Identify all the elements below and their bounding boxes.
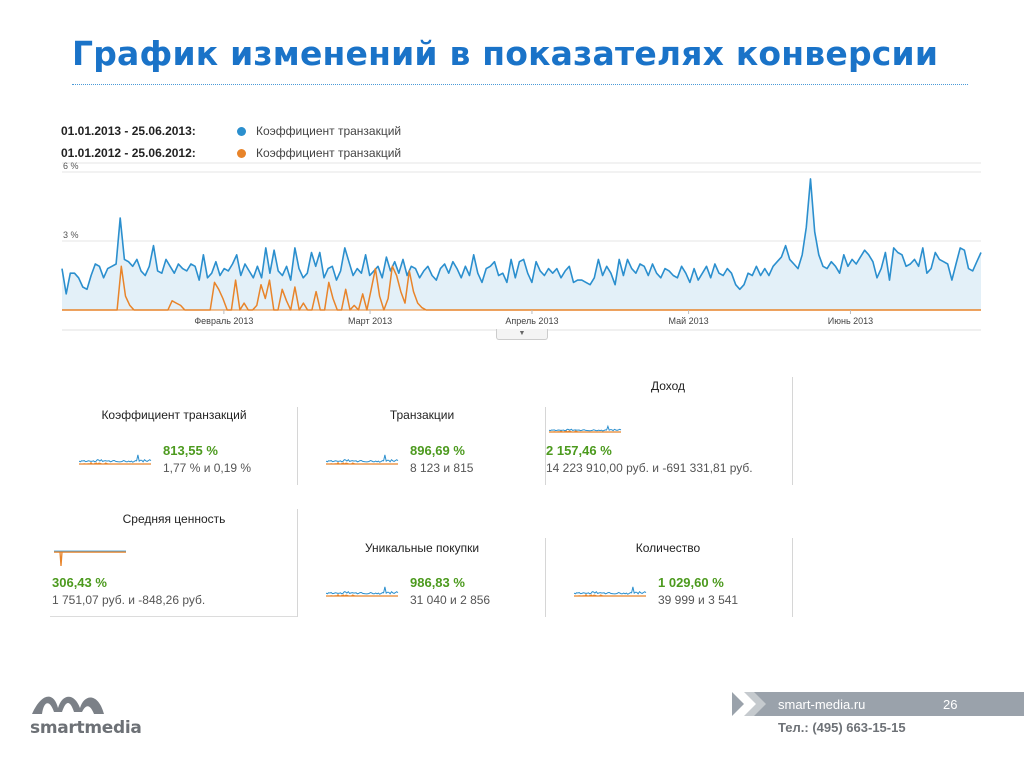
legend-series-label: Коэффициент транзакций: [256, 146, 402, 160]
chart-collapse-toggle[interactable]: ▼: [496, 329, 548, 340]
x-tick-label: Март 2013: [348, 316, 392, 326]
tile-divider: [792, 377, 793, 485]
x-tick-label: Июнь 2013: [828, 316, 873, 326]
sparkline-line-2013: [326, 586, 399, 595]
metric-compare-values: 39 999 и 3 541: [658, 593, 739, 607]
series-area-fill: [62, 178, 981, 310]
footer-chevron-icon: [732, 692, 766, 716]
metric-sparkline: [574, 586, 647, 597]
sparkline-line-2012: [574, 593, 646, 597]
footer-website[interactable]: smart-media.ru: [778, 697, 866, 712]
metric-title: Доход: [650, 379, 686, 393]
sparkline-line-2013: [79, 454, 152, 463]
legend-series-label: Коэффициент транзакций: [256, 124, 402, 138]
sparkline-line-2012: [326, 461, 398, 465]
metric-sparkline: [326, 454, 399, 465]
metric-title: Коэффициент транзакций: [101, 408, 247, 422]
sparkline-line-2013: [326, 454, 399, 463]
legend-marker-orange: [237, 148, 246, 158]
metric-compare-values: 14 223 910,00 руб. и -691 331,81 руб.: [546, 461, 753, 475]
tile-divider: [297, 509, 298, 617]
legend-marker-blue: [237, 126, 246, 136]
footer-band: [732, 692, 1024, 716]
y-tick-label: 3 %: [63, 230, 79, 240]
tile-divider: [545, 407, 546, 485]
main-line-chart[interactable]: 6 % 3 % Февраль 2013 Март 2013 Апрель 2013 Ма…: [0, 160, 1024, 340]
x-tick-label: Февраль 2013: [194, 316, 253, 326]
legend-item-2013[interactable]: 01.01.2013 - 25.06.2013: Коэффициент тра…: [61, 120, 401, 142]
smartmedia-logo-icon: [32, 696, 104, 714]
sparkline-line-2012: [549, 429, 621, 433]
y-tick-label: 6 %: [63, 161, 79, 171]
legend-date-range: 01.01.2012 - 25.06.2012:: [61, 146, 196, 160]
metric-title: Транзакции: [389, 408, 455, 422]
metric-change-percent: 813,55 %: [163, 443, 218, 458]
sparkline-line-2012: [59, 551, 63, 567]
tile-divider: [792, 538, 793, 617]
title-divider: [72, 84, 968, 85]
metric-compare-values: 31 040 и 2 856: [410, 593, 491, 607]
sparkline-line-2012: [79, 461, 151, 465]
metric-title: Средняя ценность: [122, 512, 226, 526]
metric-change-percent: 1 029,60 %: [658, 575, 724, 590]
slide-number: 26: [943, 697, 958, 712]
metric-compare-values: 8 123 и 815: [410, 461, 474, 475]
metric-change-percent: 2 157,46 %: [546, 443, 612, 458]
footer-phone: Тел.: (495) 663-15-15: [778, 720, 906, 735]
sparkline-line-2012: [326, 593, 398, 597]
page-title: График изменений в показателях конверсии: [72, 34, 939, 73]
metric-change-percent: 986,83 %: [410, 575, 465, 590]
brand-name: smartmedia: [30, 718, 142, 738]
tile-divider: [545, 538, 546, 617]
chart-legend: 01.01.2013 - 25.06.2013: Коэффициент тра…: [61, 120, 401, 164]
metric-sparkline: [54, 550, 126, 567]
metric-title: Уникальные покупки: [364, 541, 480, 555]
metric-compare-values: 1 751,07 руб. и -848,26 руб.: [52, 593, 206, 607]
tile-divider: [297, 407, 298, 485]
metric-compare-values: 1,77 % и 0,19 %: [163, 461, 252, 475]
metric-sparkline: [326, 586, 399, 597]
metric-change-percent: 896,69 %: [410, 443, 465, 458]
metric-sparkline: [79, 454, 152, 465]
x-tick-label: Май 2013: [669, 316, 709, 326]
metric-change-percent: 306,43 %: [52, 575, 107, 590]
legend-date-range: 01.01.2013 - 25.06.2013:: [61, 124, 196, 138]
metric-title: Количество: [635, 541, 701, 555]
series-line-2013[interactable]: [61, 178, 982, 295]
sparkline-line-2013: [574, 586, 647, 595]
x-tick-label: Апрель 2013: [505, 316, 558, 326]
legend-item-2012[interactable]: 01.01.2012 - 25.06.2012: Коэффициент тра…: [61, 142, 401, 164]
metric-sparkline: [549, 424, 622, 433]
sparkline-line-2013: [549, 424, 622, 432]
tile-divider: [50, 616, 297, 617]
